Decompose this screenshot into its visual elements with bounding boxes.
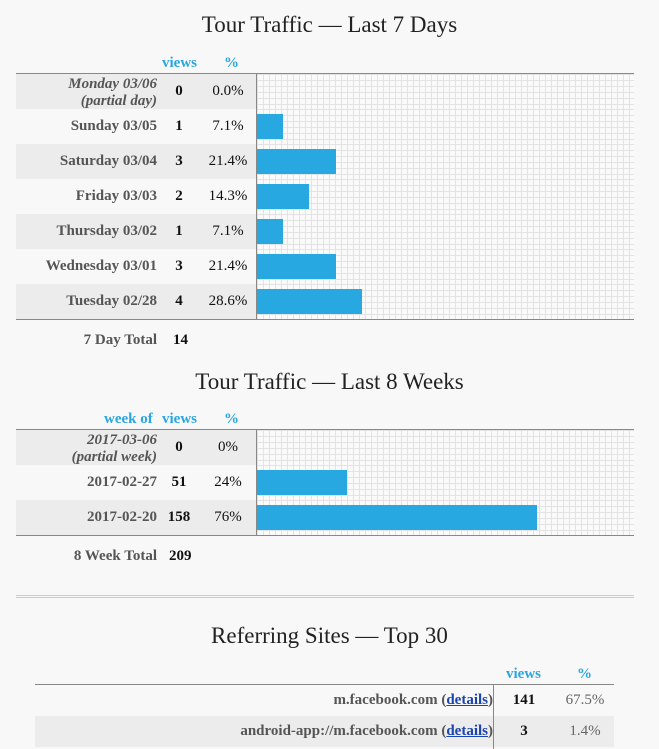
weeks-col-pct: % (224, 411, 239, 427)
row-label-line: Thursday 03/02 (56, 223, 157, 239)
row-label-line: (partial day) (80, 93, 157, 109)
day-row-views: 0 (175, 83, 183, 99)
week-bar (257, 505, 537, 530)
week-row-label: 2017-03-06 (partial week) (16, 432, 157, 466)
row-label-line: Saturday 03/04 (59, 153, 157, 169)
referrer-views: 3 (520, 723, 528, 739)
day-row-views: 3 (175, 153, 183, 169)
row-label-line: Monday 03/06 (68, 76, 157, 92)
referrer-paren: ) (488, 723, 493, 739)
referrer-site: m.facebook.com (details) (333, 685, 493, 716)
days-total-value: 14 (173, 332, 188, 348)
referrers-title: Referring Sites — Top 30 (211, 623, 448, 648)
day-row: Thursday 03/02 1 7.1% (16, 214, 634, 249)
days-table: Monday 03/06 (partial day) 0 0.0% Sunday 03/… (16, 73, 634, 320)
week-row-label: 2017-02-20 (16, 500, 157, 535)
day-row-pct: 7.1% (212, 223, 244, 239)
referrer-pct: 1.4% (569, 723, 601, 739)
day-row-pct: 7.1% (212, 118, 244, 134)
day-row-grid (256, 74, 634, 109)
row-label-line: Tuesday 02/28 (66, 293, 157, 309)
day-row-pct: 14.3% (208, 188, 248, 204)
week-row-views: 158 (167, 509, 191, 525)
day-row-views: 1 (175, 223, 183, 239)
week-bar (257, 470, 347, 495)
week-row: 2017-02-27 51 24% (16, 465, 634, 500)
day-row: Wednesday 03/01 3 21.4% (16, 249, 634, 284)
weeks-col-views: views (162, 411, 197, 427)
day-row-label: Monday 03/06 (partial day) (16, 76, 157, 110)
referrer-site: android-app://m.facebook.com (details) (240, 716, 493, 747)
week-row-pct: 76% (214, 509, 242, 525)
day-row-label: Sunday 03/05 (16, 109, 157, 144)
row-label-line: (partial week) (71, 449, 157, 465)
week-row: 2017-03-06 (partial week) 0 0% (16, 430, 634, 465)
day-row-label: Wednesday 03/01 (16, 249, 157, 284)
days-total-label: 7 Day Total (83, 332, 157, 348)
weeks-total-label: 8 Week Total (73, 548, 157, 564)
week-row-grid (256, 430, 634, 465)
day-row-views: 1 (175, 118, 183, 134)
day-bar (257, 184, 309, 209)
day-row-label: Thursday 03/02 (16, 214, 157, 249)
referrers-col-views: views (506, 666, 541, 682)
row-label-line: 2017-02-27 (87, 474, 157, 490)
referrer-views: 141 (512, 692, 536, 708)
day-row-label: Friday 03/03 (16, 179, 157, 214)
row-label-line: 2017-02-20 (87, 509, 157, 525)
day-bar (257, 289, 362, 314)
day-row-pct: 28.6% (208, 293, 248, 309)
days-col-views: views (162, 55, 197, 71)
referrer-details-link[interactable]: details (446, 692, 488, 708)
day-row-views: 4 (175, 293, 183, 309)
day-row-pct: 21.4% (208, 153, 248, 169)
referrer-separator (493, 716, 494, 749)
week-row-views: 51 (171, 474, 187, 490)
day-row: Friday 03/03 2 14.3% (16, 179, 634, 214)
week-row-label: 2017-02-27 (16, 465, 157, 500)
section-divider (16, 595, 634, 598)
day-row-views: 2 (175, 188, 183, 204)
week-row-views: 0 (175, 439, 183, 455)
day-row-views: 3 (175, 258, 183, 274)
referrer-row: android-app://m.facebook.com (details) 3 1… (35, 716, 614, 749)
row-label-line: Friday 03/03 (75, 188, 157, 204)
referrer-separator (493, 685, 494, 718)
day-row-label: Tuesday 02/28 (16, 284, 157, 319)
weeks-title: Tour Traffic — Last 8 Weeks (195, 369, 464, 394)
row-label-line: 2017-03-06 (87, 432, 157, 448)
day-row-grid (256, 109, 634, 144)
referrer-row: m.facebook.com (details) 141 67.5% (35, 685, 614, 718)
weeks-table: 2017-03-06 (partial week) 0 0% 2017-02-27 51 2… (16, 429, 634, 536)
referrers-col-pct: % (577, 666, 592, 682)
day-bar (257, 114, 283, 139)
weeks-total-value: 209 (169, 548, 192, 564)
day-row: Saturday 03/04 3 21.4% (16, 144, 634, 179)
day-row-label: Saturday 03/04 (16, 144, 157, 179)
days-title: Tour Traffic — Last 7 Days (201, 12, 458, 37)
row-label-line: Wednesday 03/01 (45, 258, 157, 274)
row-label-line: Sunday 03/05 (70, 118, 157, 134)
day-row-grid (256, 179, 634, 214)
week-row-pct: 0% (218, 439, 238, 455)
day-bar (257, 254, 336, 279)
referrer-site-name: m.facebook.com ( (333, 692, 447, 708)
referrer-paren: ) (488, 692, 493, 708)
referrer-pct: 67.5% (565, 692, 605, 708)
day-row-pct: 21.4% (208, 258, 248, 274)
day-bar (257, 149, 336, 174)
referrers-table: m.facebook.com (details) 141 67.5% android-… (35, 684, 614, 749)
week-row: 2017-02-20 158 76% (16, 500, 634, 535)
day-row: Sunday 03/05 1 7.1% (16, 109, 634, 144)
day-row-grid (256, 214, 634, 249)
referrer-details-link[interactable]: details (446, 723, 488, 739)
day-bar (257, 219, 283, 244)
day-row: Monday 03/06 (partial day) 0 0.0% (16, 74, 634, 109)
days-col-pct: % (224, 55, 239, 71)
day-row: Tuesday 02/28 4 28.6% (16, 284, 634, 319)
referrer-site-name: android-app://m.facebook.com ( (240, 723, 447, 739)
week-row-pct: 24% (214, 474, 242, 490)
weeks-col-weekof: week of (104, 411, 153, 427)
day-row-pct: 0.0% (212, 83, 244, 99)
